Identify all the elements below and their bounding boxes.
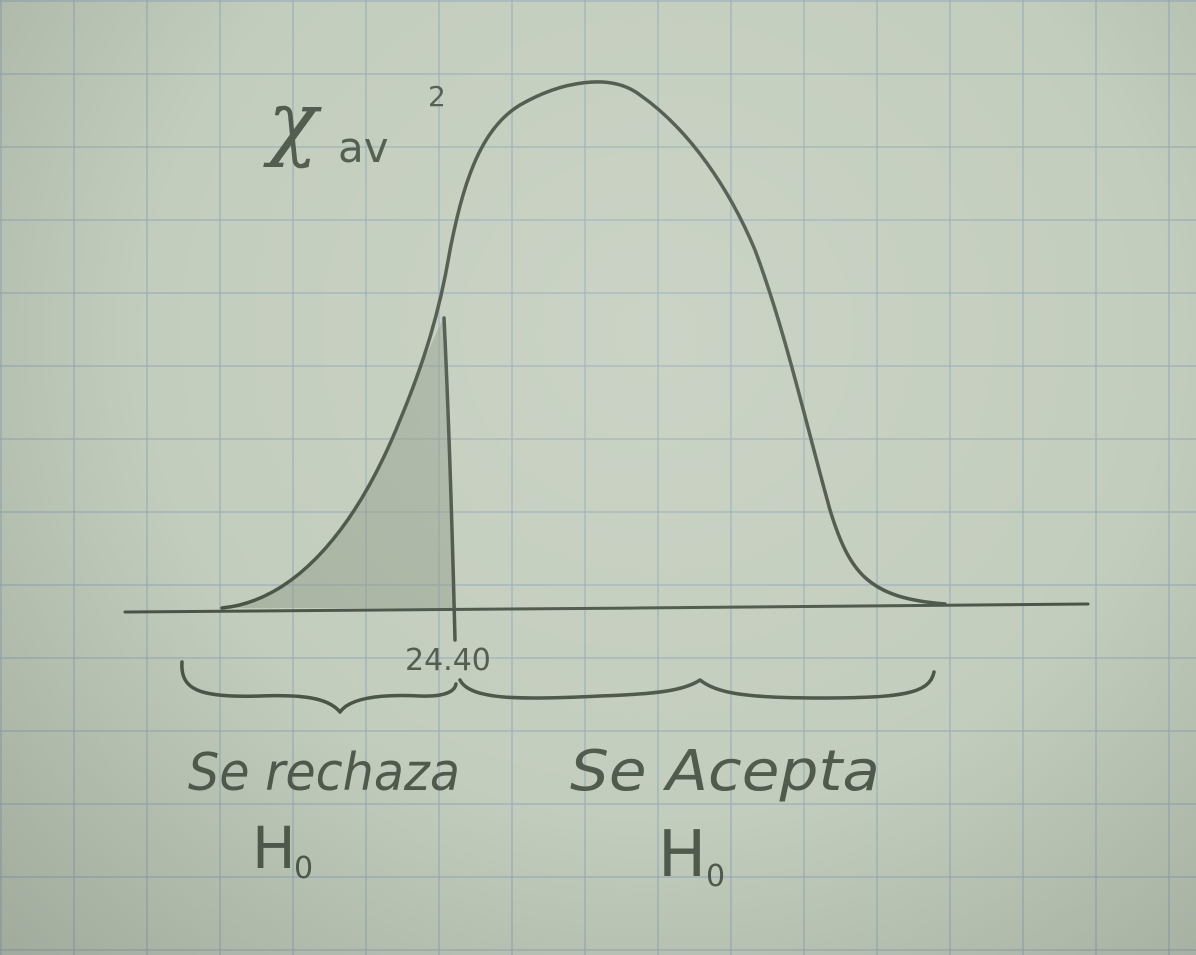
horizontal-axis	[123, 602, 1090, 614]
density-curve	[220, 80, 947, 610]
statistic-subscript: av	[338, 123, 389, 172]
statistic-superscript: 2	[428, 80, 446, 113]
accept-region-label: Se Acepta	[570, 739, 880, 804]
critical-value-line	[442, 316, 457, 642]
reject-region-brace	[180, 660, 458, 714]
statistic-symbol: χ	[263, 75, 322, 170]
accept-region-brace	[458, 670, 936, 700]
accept-region-hypothesis: H	[658, 818, 706, 892]
critical-value-label: 24.40	[405, 643, 491, 678]
accept-region-hypothesis-subscript: 0	[706, 859, 725, 894]
reject-region-label: Se rechaza	[188, 743, 460, 803]
rejection-region-shading	[222, 318, 455, 608]
reject-region-hypothesis: H	[252, 814, 296, 882]
reject-region-hypothesis-subscript: 0	[294, 851, 313, 886]
